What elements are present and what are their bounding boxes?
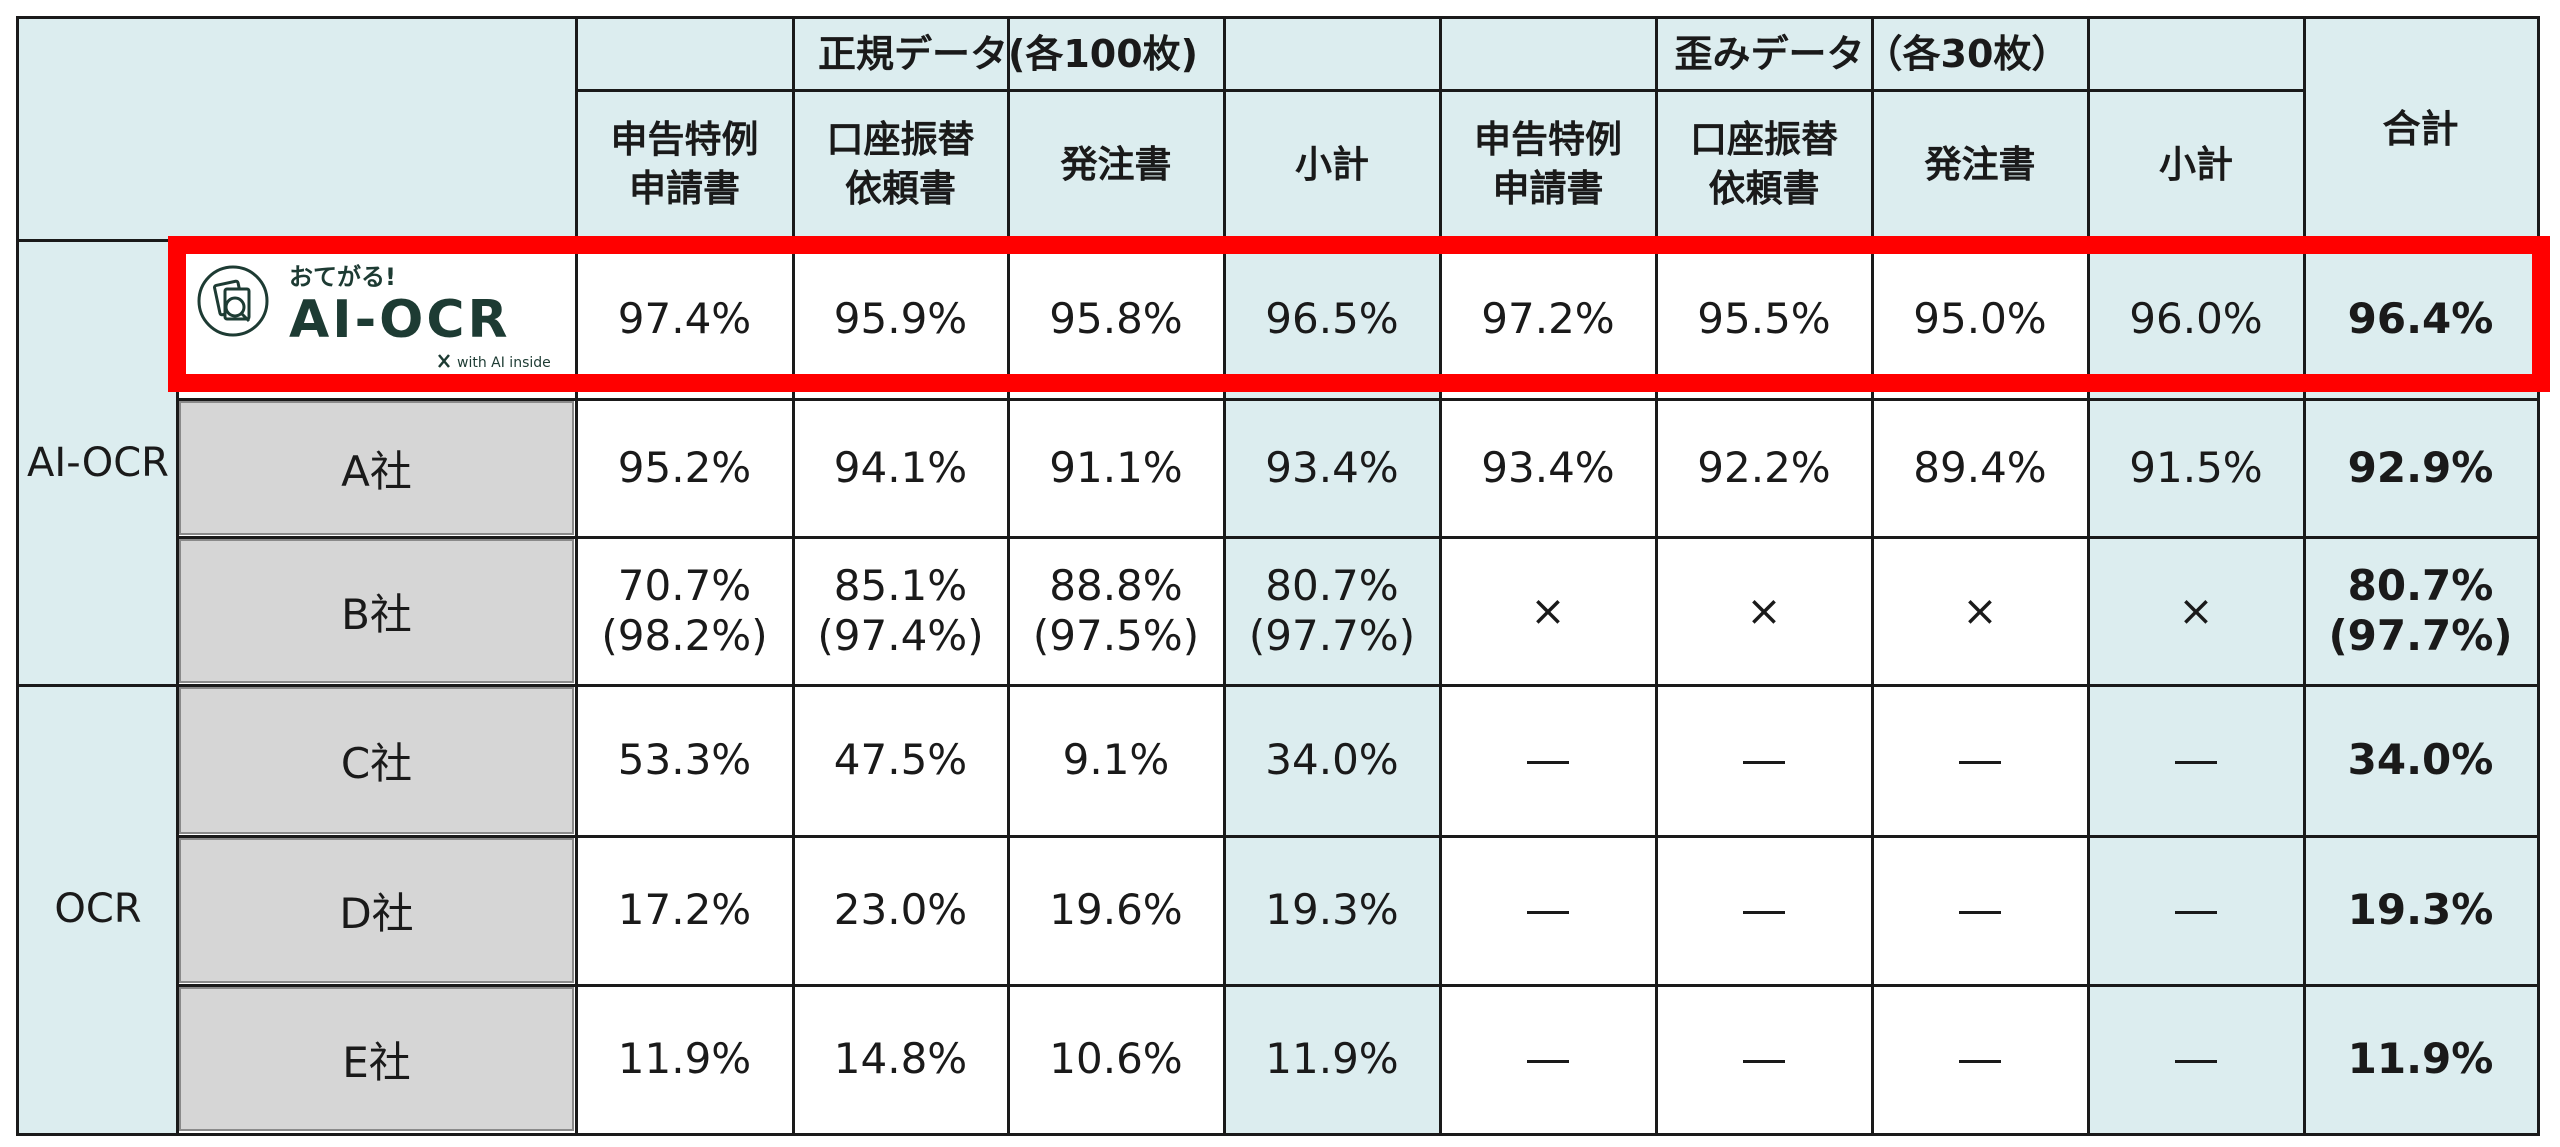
logo-tagline: おてがる! [289,263,396,291]
grid-line [2087,19,2090,1133]
grid-line [177,835,2537,838]
grid-line [575,19,578,1133]
table-cell: 97.4% [576,240,793,399]
table-cell: 96.0% [2088,240,2304,399]
table-cell: 91.1% [1008,399,1224,537]
grid-line [1439,19,1442,1133]
table-cell: ― [1656,836,1872,985]
table-cell: 11.9% [1224,985,1440,1133]
header-subcolumn: 小計 [1224,90,1440,240]
category-label: AI-OCR [19,240,177,685]
table-cell: 47.5% [793,685,1008,836]
grid-line [19,239,2537,242]
table-cell: 53.3% [576,685,793,836]
header-subcolumn: 発注書 [1872,90,2088,240]
grid-line [1007,19,1010,1133]
table-cell: ― [1872,836,2088,985]
grid-line [2303,19,2306,1133]
table-cell: 19.6% [1008,836,1224,985]
total-cell: 80.7% (97.7%) [2304,537,2537,685]
header-subcolumn: 口座振替 依頼書 [793,90,1008,240]
table-cell: ― [1656,685,1872,836]
comparison-table [16,16,2540,1136]
company-label: C社 [179,687,574,834]
grid-line [792,19,795,1133]
header-subcolumn: 小計 [2088,90,2304,240]
grid-line [1871,19,1874,1133]
table-cell: × [1872,537,2088,685]
header-subcolumn: 申告特例 申請書 [576,90,793,240]
table-cell: 19.3% [1224,836,1440,985]
company-label: B社 [179,539,574,683]
table-cell: 95.8% [1008,240,1224,399]
table-cell: ― [1440,685,1656,836]
table-cell: 94.1% [793,399,1008,537]
grid-line [1223,19,1226,1133]
table-cell: ― [2088,985,2304,1133]
table-cell: 95.5% [1656,240,1872,399]
grid-line [177,536,2537,539]
table-cell: × [2088,537,2304,685]
grid-line [177,984,2537,987]
header-corner [19,19,576,240]
header-subcolumn: 申告特例 申請書 [1440,90,1656,240]
grid-line [576,89,2304,92]
grid-line [1655,19,1658,1133]
total-cell: 92.9% [2304,399,2537,537]
table-cell: 80.7% (97.7%) [1224,537,1440,685]
table-cell: ― [1440,985,1656,1133]
table-cell: 14.8% [793,985,1008,1133]
total-cell: 96.4% [2304,240,2537,399]
header-total: 合計 [2304,19,2537,240]
table-cell: 34.0% [1224,685,1440,836]
table-cell: ― [1872,985,2088,1133]
table-cell: 91.5% [2088,399,2304,537]
table-cell: ― [2088,836,2304,985]
ai-ocr-logo-graphic: おてがる! AI-OCR with AI inside [197,263,551,371]
logo-byline: with AI inside [457,355,551,371]
table-cell: 17.2% [576,836,793,985]
table-cell: 23.0% [793,836,1008,985]
table-cell: ― [2088,685,2304,836]
table-cell: 95.0% [1872,240,2088,399]
total-cell: 34.0% [2304,685,2537,836]
table-cell: 95.2% [576,399,793,537]
table-cell: 93.4% [1440,399,1656,537]
table-cell: 88.8% (97.5%) [1008,537,1224,685]
table-cell: × [1440,537,1656,685]
grid-line [19,684,2537,687]
company-label: E社 [179,987,574,1131]
category-label: OCR [19,685,177,1133]
table-cell: 89.4% [1872,399,2088,537]
table-cell: 85.1% (97.4%) [793,537,1008,685]
grid-line [177,398,2537,401]
table-cell: ― [1656,985,1872,1133]
header-subcolumn: 発注書 [1008,90,1224,240]
table-cell: 95.9% [793,240,1008,399]
table-cell: 97.2% [1440,240,1656,399]
total-cell: 11.9% [2304,985,2537,1133]
table-cell: × [1656,537,1872,685]
company-label: A社 [179,401,574,535]
table-cell: 96.5% [1224,240,1440,399]
total-cell: 19.3% [2304,836,2537,985]
table-cell: 9.1% [1008,685,1224,836]
company-label: D社 [179,838,574,983]
table-cell: 11.9% [576,985,793,1133]
table-cell: ― [1440,836,1656,985]
header-subcolumn: 口座振替 依頼書 [1656,90,1872,240]
table-cell: 10.6% [1008,985,1224,1133]
table-cell: 93.4% [1224,399,1440,537]
table-cell: 70.7% (98.2%) [576,537,793,685]
table-cell: ― [1872,685,2088,836]
ai-ocr-logo: おてがる! AI-OCR with AI inside [189,255,574,373]
logo-name: AI-OCR [289,290,511,350]
table-cell: 92.2% [1656,399,1872,537]
